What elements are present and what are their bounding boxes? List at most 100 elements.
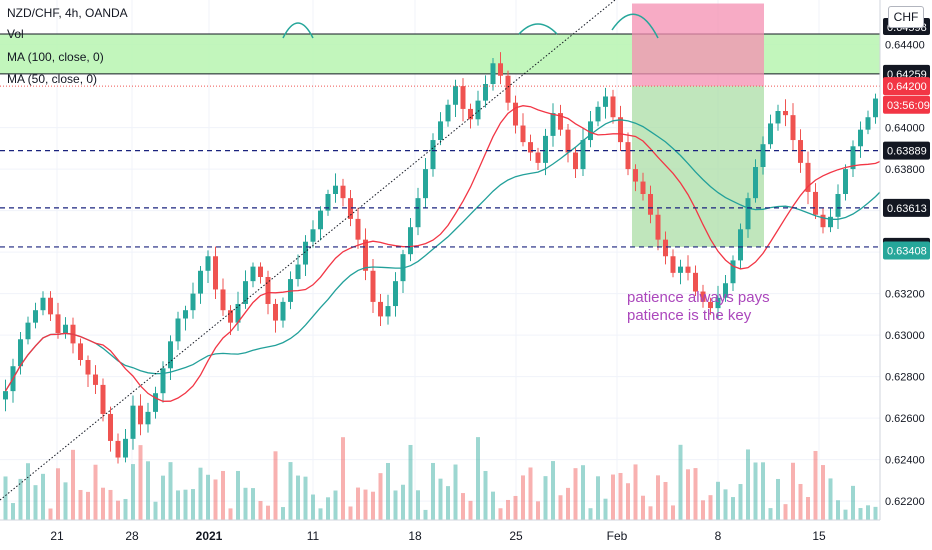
note-line-1: patience always pays: [627, 289, 770, 306]
volume-bar: [11, 503, 15, 520]
legend-ma100[interactable]: MA (100, close, 0): [7, 50, 104, 64]
legend-symbol[interactable]: NZD/CHF, 4h, OANDA: [7, 6, 128, 20]
price-label-bg: [883, 198, 930, 217]
candle: [565, 129, 571, 153]
y-tick-label: 0.63000: [885, 330, 925, 342]
volume-bar: [626, 483, 630, 520]
candle: [618, 117, 623, 143]
candle: [198, 270, 203, 294]
volume-bar: [296, 475, 300, 520]
volume-bar: [791, 462, 795, 520]
candle: [378, 301, 383, 317]
candle: [153, 393, 158, 412]
volume-bar: [303, 476, 308, 520]
candle: [370, 270, 376, 302]
candle: [40, 297, 46, 311]
candle: [310, 229, 316, 242]
candle: [700, 291, 706, 302]
candle: [243, 281, 248, 304]
volume-bar: [386, 463, 390, 520]
volume-bar: [161, 475, 165, 520]
volume-bar: [131, 464, 135, 520]
volume-bar: [671, 505, 675, 520]
volume-bar: [453, 464, 458, 520]
volume-bar: [506, 499, 510, 520]
candle: [640, 181, 646, 194]
volume-bar: [78, 489, 83, 520]
x-tick-label: Feb: [607, 529, 628, 543]
volume-bar: [858, 508, 863, 520]
candle: [738, 229, 743, 261]
volume-bar: [873, 506, 878, 520]
candle: [235, 303, 241, 323]
price-label-bg: [883, 95, 930, 114]
candle: [858, 129, 863, 147]
volume-bar: [821, 465, 825, 520]
volume-bar: [273, 451, 278, 520]
candle: [430, 140, 436, 170]
volume-bar: [836, 500, 840, 520]
candle: [258, 266, 263, 277]
volume-bar: [618, 472, 623, 520]
volume-bar: [146, 461, 150, 520]
volume-bar: [513, 495, 518, 520]
candle: [715, 297, 721, 309]
candle: [438, 121, 443, 141]
volume-bar: [86, 491, 90, 520]
volume-bar: [851, 485, 855, 520]
candle: [18, 339, 23, 367]
candle: [340, 185, 346, 199]
candle: [183, 310, 188, 319]
volume-bar: [228, 508, 233, 520]
candle: [820, 214, 826, 228]
volume-bar: [371, 491, 375, 520]
volume-bar: [813, 450, 818, 520]
price-label: 03:56:09: [887, 100, 930, 112]
legend-vol[interactable]: Vol: [7, 27, 24, 41]
volume-bar: [708, 495, 713, 520]
candle: [385, 306, 391, 317]
volume-bar: [63, 482, 68, 520]
volume-bar: [573, 468, 578, 520]
candle: [325, 194, 331, 211]
volume-bar: [281, 507, 285, 520]
candle: [460, 86, 466, 109]
candle: [670, 256, 676, 273]
volume-bar: [438, 478, 443, 520]
x-tick-label: 25: [509, 529, 523, 543]
candle: [573, 152, 578, 170]
candle: [475, 100, 481, 120]
candle: [108, 413, 113, 441]
y-tick-label: 0.64400: [885, 40, 925, 52]
volume-bar: [603, 498, 608, 520]
drawings: [0, 0, 659, 501]
candle: [273, 303, 278, 321]
y-tick-label: 0.64000: [885, 123, 925, 135]
currency-button[interactable]: CHF: [888, 6, 924, 28]
candle: [468, 108, 473, 120]
y-tick-label: 0.62200: [885, 496, 925, 508]
candle: [588, 121, 593, 141]
candle: [355, 218, 361, 240]
candle: [798, 140, 803, 163]
candle: [558, 113, 563, 130]
candle: [205, 256, 211, 271]
candle: [760, 144, 766, 168]
legend-ma50[interactable]: MA (50, close, 0): [7, 72, 98, 86]
volume-bar: [138, 445, 143, 520]
volume-bar: [108, 489, 113, 520]
volume-bar: [101, 487, 105, 520]
horizontal-levels: [0, 85, 880, 248]
volume-bar: [431, 462, 435, 520]
volume-bar: [221, 470, 225, 520]
candle: [213, 256, 218, 290]
candle: [685, 266, 691, 273]
volume-bar: [116, 500, 120, 520]
volume-bar: [236, 470, 240, 520]
candle: [190, 293, 196, 311]
volume-bar: [251, 488, 255, 520]
candle: [333, 185, 338, 194]
volume-bar: [581, 465, 585, 520]
